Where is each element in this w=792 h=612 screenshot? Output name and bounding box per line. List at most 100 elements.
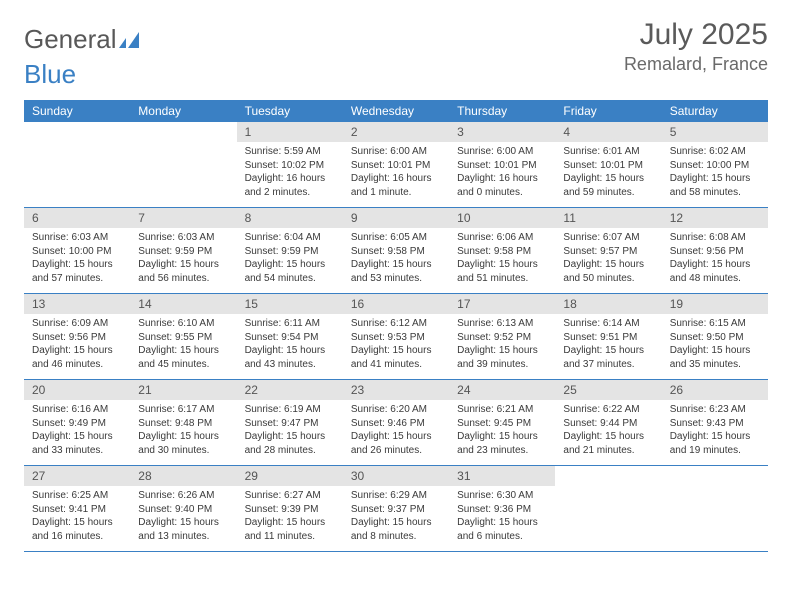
day-number: 21 xyxy=(130,380,236,400)
sunrise-line: Sunrise: 6:19 AM xyxy=(245,403,335,417)
sunrise-line: Sunrise: 6:30 AM xyxy=(457,489,547,503)
day-number-empty xyxy=(555,466,661,486)
logo-word1: General xyxy=(24,24,117,54)
day-number: 11 xyxy=(555,208,661,228)
day-number: 12 xyxy=(662,208,768,228)
calendar-cell: 5Sunrise: 6:02 AMSunset: 10:00 PMDayligh… xyxy=(662,122,768,208)
day-number: 31 xyxy=(449,466,555,486)
day-number-empty xyxy=(662,466,768,486)
calendar-cell: 1Sunrise: 5:59 AMSunset: 10:02 PMDayligh… xyxy=(237,122,343,208)
sunset-line: Sunset: 9:53 PM xyxy=(351,331,441,345)
calendar-cell: 11Sunrise: 6:07 AMSunset: 9:57 PMDayligh… xyxy=(555,208,661,294)
day-number: 2 xyxy=(343,122,449,142)
sunrise-line: Sunrise: 6:23 AM xyxy=(670,403,760,417)
weekday-tuesday: Tuesday xyxy=(237,100,343,122)
calendar-cell: 2Sunrise: 6:00 AMSunset: 10:01 PMDayligh… xyxy=(343,122,449,208)
sunrise-line: Sunrise: 6:09 AM xyxy=(32,317,122,331)
day-content: Sunrise: 6:17 AMSunset: 9:48 PMDaylight:… xyxy=(130,400,236,463)
calendar-cell xyxy=(662,466,768,552)
sunset-line: Sunset: 10:02 PM xyxy=(245,159,335,173)
day-content: Sunrise: 6:01 AMSunset: 10:01 PMDaylight… xyxy=(555,142,661,205)
day-content: Sunrise: 6:21 AMSunset: 9:45 PMDaylight:… xyxy=(449,400,555,463)
day-content: Sunrise: 6:25 AMSunset: 9:41 PMDaylight:… xyxy=(24,486,130,549)
day-content: Sunrise: 5:59 AMSunset: 10:02 PMDaylight… xyxy=(237,142,343,205)
daylight-line: Daylight: 15 hours and 50 minutes. xyxy=(563,258,653,285)
daylight-line: Daylight: 15 hours and 46 minutes. xyxy=(32,344,122,371)
sunrise-line: Sunrise: 6:04 AM xyxy=(245,231,335,245)
daylight-line: Daylight: 15 hours and 21 minutes. xyxy=(563,430,653,457)
daylight-line: Daylight: 15 hours and 37 minutes. xyxy=(563,344,653,371)
sunrise-line: Sunrise: 6:25 AM xyxy=(32,489,122,503)
calendar-cell: 3Sunrise: 6:00 AMSunset: 10:01 PMDayligh… xyxy=(449,122,555,208)
daylight-line: Daylight: 15 hours and 11 minutes. xyxy=(245,516,335,543)
sunrise-line: Sunrise: 6:02 AM xyxy=(670,145,760,159)
daylight-line: Daylight: 15 hours and 57 minutes. xyxy=(32,258,122,285)
daylight-line: Daylight: 15 hours and 6 minutes. xyxy=(457,516,547,543)
calendar-cell: 18Sunrise: 6:14 AMSunset: 9:51 PMDayligh… xyxy=(555,294,661,380)
day-number: 9 xyxy=(343,208,449,228)
sunset-line: Sunset: 10:01 PM xyxy=(351,159,441,173)
day-content: Sunrise: 6:11 AMSunset: 9:54 PMDaylight:… xyxy=(237,314,343,377)
calendar-cell: 10Sunrise: 6:06 AMSunset: 9:58 PMDayligh… xyxy=(449,208,555,294)
day-content: Sunrise: 6:22 AMSunset: 9:44 PMDaylight:… xyxy=(555,400,661,463)
day-number: 18 xyxy=(555,294,661,314)
day-number: 14 xyxy=(130,294,236,314)
sunrise-line: Sunrise: 6:00 AM xyxy=(457,145,547,159)
calendar-cell: 16Sunrise: 6:12 AMSunset: 9:53 PMDayligh… xyxy=(343,294,449,380)
sunrise-line: Sunrise: 6:16 AM xyxy=(32,403,122,417)
location: Remalard, France xyxy=(624,54,768,75)
daylight-line: Daylight: 15 hours and 41 minutes. xyxy=(351,344,441,371)
day-content: Sunrise: 6:07 AMSunset: 9:57 PMDaylight:… xyxy=(555,228,661,291)
sunset-line: Sunset: 9:37 PM xyxy=(351,503,441,517)
day-content: Sunrise: 6:12 AMSunset: 9:53 PMDaylight:… xyxy=(343,314,449,377)
daylight-line: Daylight: 15 hours and 45 minutes. xyxy=(138,344,228,371)
daylight-line: Daylight: 15 hours and 23 minutes. xyxy=(457,430,547,457)
calendar-cell: 15Sunrise: 6:11 AMSunset: 9:54 PMDayligh… xyxy=(237,294,343,380)
sunset-line: Sunset: 9:45 PM xyxy=(457,417,547,431)
calendar-cell: 9Sunrise: 6:05 AMSunset: 9:58 PMDaylight… xyxy=(343,208,449,294)
weekday-wednesday: Wednesday xyxy=(343,100,449,122)
sunrise-line: Sunrise: 6:12 AM xyxy=(351,317,441,331)
day-content: Sunrise: 6:04 AMSunset: 9:59 PMDaylight:… xyxy=(237,228,343,291)
sunrise-line: Sunrise: 6:01 AM xyxy=(563,145,653,159)
day-content: Sunrise: 6:15 AMSunset: 9:50 PMDaylight:… xyxy=(662,314,768,377)
logo-word2: Blue xyxy=(24,59,76,89)
day-content: Sunrise: 6:20 AMSunset: 9:46 PMDaylight:… xyxy=(343,400,449,463)
weekday-monday: Monday xyxy=(130,100,236,122)
sunset-line: Sunset: 9:39 PM xyxy=(245,503,335,517)
sunset-line: Sunset: 9:54 PM xyxy=(245,331,335,345)
sunrise-line: Sunrise: 6:00 AM xyxy=(351,145,441,159)
day-content: Sunrise: 6:03 AMSunset: 10:00 PMDaylight… xyxy=(24,228,130,291)
day-number: 28 xyxy=(130,466,236,486)
sunrise-line: Sunrise: 6:14 AM xyxy=(563,317,653,331)
day-number: 6 xyxy=(24,208,130,228)
sunrise-line: Sunrise: 6:07 AM xyxy=(563,231,653,245)
sunset-line: Sunset: 9:52 PM xyxy=(457,331,547,345)
calendar-cell: 19Sunrise: 6:15 AMSunset: 9:50 PMDayligh… xyxy=(662,294,768,380)
daylight-line: Daylight: 15 hours and 28 minutes. xyxy=(245,430,335,457)
day-content: Sunrise: 6:02 AMSunset: 10:00 PMDaylight… xyxy=(662,142,768,205)
day-content: Sunrise: 6:27 AMSunset: 9:39 PMDaylight:… xyxy=(237,486,343,549)
calendar-cell: 31 Sunrise: 6:30 AMSunset: 9:36 PMDayligh… xyxy=(449,466,555,552)
sunrise-line: Sunrise: 6:17 AM xyxy=(138,403,228,417)
day-content: Sunrise: 6:05 AMSunset: 9:58 PMDaylight:… xyxy=(343,228,449,291)
sunset-line: Sunset: 9:41 PM xyxy=(32,503,122,517)
day-number-empty xyxy=(130,122,236,142)
day-number: 25 xyxy=(555,380,661,400)
day-number-empty xyxy=(24,122,130,142)
sunset-line: Sunset: 9:43 PM xyxy=(670,417,760,431)
calendar-cell: 30Sunrise: 6:29 AMSunset: 9:37 PMDayligh… xyxy=(343,466,449,552)
daylight-line: Daylight: 15 hours and 16 minutes. xyxy=(32,516,122,543)
sunset-line: Sunset: 9:44 PM xyxy=(563,417,653,431)
sunset-line: Sunset: 9:36 PM xyxy=(457,503,547,517)
sunset-line: Sunset: 9:49 PM xyxy=(32,417,122,431)
sunset-line: Sunset: 9:58 PM xyxy=(351,245,441,259)
day-number: 20 xyxy=(24,380,130,400)
sunset-line: Sunset: 9:56 PM xyxy=(670,245,760,259)
calendar: Sunday Monday Tuesday Wednesday Thursday… xyxy=(24,100,768,552)
sunrise-line: Sunrise: 6:05 AM xyxy=(351,231,441,245)
logo-text: General Blue xyxy=(24,24,141,90)
day-number: 17 xyxy=(449,294,555,314)
calendar-cell: 28Sunrise: 6:26 AMSunset: 9:40 PMDayligh… xyxy=(130,466,236,552)
calendar-cell: 26Sunrise: 6:23 AMSunset: 9:43 PMDayligh… xyxy=(662,380,768,466)
